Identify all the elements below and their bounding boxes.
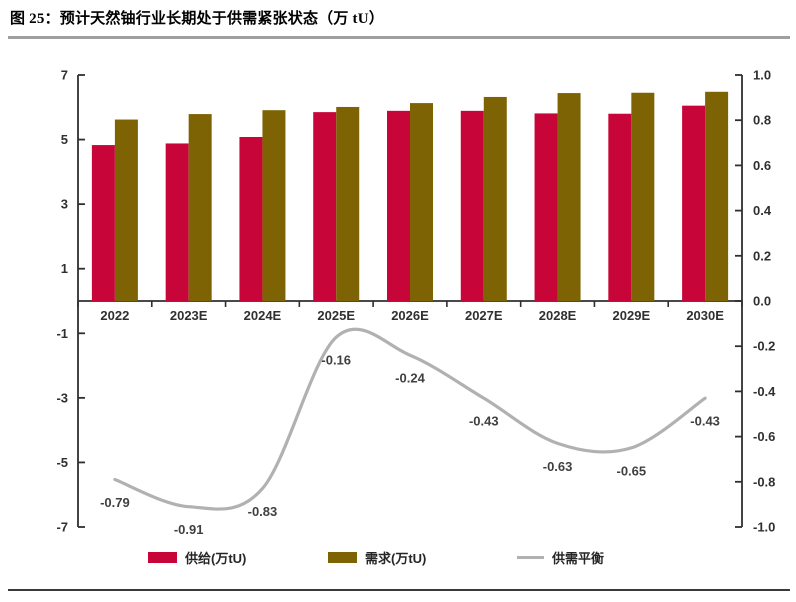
top-divider <box>8 36 790 39</box>
demand-bar-2026E <box>410 103 433 301</box>
chart-legend: 供给(万tU) 需求(万tU) 供需平衡 <box>0 548 796 568</box>
left-axis-tick-label: 1 <box>61 261 68 276</box>
left-axis-tick-label: -5 <box>56 455 68 470</box>
left-axis-tick-label: 3 <box>61 197 68 212</box>
supply-legend-label: 供给(万tU) <box>185 551 247 566</box>
legend-item-supply: 供给(万tU) <box>148 548 246 567</box>
left-axis-tick-label: 7 <box>61 68 68 83</box>
right-axis-tick-label: 0.4 <box>753 203 772 218</box>
balance-point-label: -0.43 <box>469 414 499 429</box>
right-axis-tick-label: 0.8 <box>753 113 771 128</box>
demand-bar-2025E <box>336 106 360 302</box>
demand-bar-2027E <box>483 96 507 301</box>
demand-bar-2024E <box>262 110 286 301</box>
demand-legend-swatch <box>328 552 357 563</box>
category-label: 2025E <box>317 308 355 323</box>
left-axis-tick-label: -3 <box>56 390 68 405</box>
supply-bar-2023E <box>165 143 189 301</box>
category-label: 2029E <box>613 308 651 323</box>
supply-bar-2022 <box>91 145 115 301</box>
category-label: 2030E <box>686 308 724 323</box>
right-axis-tick-label: 0.6 <box>753 158 771 173</box>
demand-bar-2029E <box>631 92 655 301</box>
supply-bar-2024E <box>239 136 263 301</box>
legend-item-balance: 供需平衡 <box>517 548 604 567</box>
balance-point-label: -0.83 <box>248 504 278 519</box>
category-label: 2028E <box>539 308 577 323</box>
balance-point-label: -0.16 <box>321 353 351 368</box>
right-axis-tick-label: -0.6 <box>753 429 775 444</box>
balance-legend-line-swatch <box>517 556 544 559</box>
bottom-divider <box>8 589 790 591</box>
balance-point-label: -0.24 <box>395 371 425 386</box>
right-axis-tick-label: 1.0 <box>753 68 771 83</box>
supply-bar-2026E <box>387 110 410 301</box>
demand-bar-2023E <box>188 114 212 301</box>
supply-bar-2027E <box>460 110 484 301</box>
supply-bar-2028E <box>534 113 558 301</box>
category-label: 2027E <box>465 308 503 323</box>
balance-line <box>113 327 707 511</box>
supply-bar-2029E <box>608 113 632 302</box>
supply-legend-swatch <box>148 552 177 563</box>
legend-item-demand: 需求(万tU) <box>328 548 426 567</box>
balance-point-label: -0.65 <box>617 463 647 478</box>
right-axis-tick-label: -0.4 <box>753 384 776 399</box>
balance-legend-label: 供需平衡 <box>552 551 605 566</box>
right-axis-tick-label: 0.2 <box>753 248 771 263</box>
balance-point-label: -0.43 <box>690 414 720 429</box>
demand-legend-label: 需求(万tU) <box>365 551 427 566</box>
balance-point-label: -0.63 <box>543 459 573 474</box>
balance-point-label: -0.79 <box>100 495 130 510</box>
left-axis-tick-label: -7 <box>56 520 68 535</box>
category-label: 2022 <box>100 308 129 323</box>
right-axis-tick-label: -0.2 <box>753 339 775 354</box>
demand-bar-2030E <box>705 91 729 301</box>
supply-demand-combo-chart: 7 5 3 1 -1 -3 -5 -7 1.0 0.8 0.6 0.4 0.2 0.0 -0.2 -0.4 -0… <box>56 68 776 538</box>
category-label: 2024E <box>244 308 282 323</box>
figure-caption: 图 25：预计天然铀行业长期处于供需紧张状态（万 tU） <box>10 11 384 27</box>
left-axis-tick-label: -1 <box>56 326 68 341</box>
supply-bar-2030E <box>682 105 706 301</box>
supply-bar-2025E <box>313 112 337 301</box>
left-axis-tick-label: 5 <box>61 132 68 147</box>
balance-point-label: -0.91 <box>174 522 204 537</box>
right-axis-tick-label: 0.0 <box>753 294 771 309</box>
category-label: 2023E <box>170 308 208 323</box>
category-label: 2026E <box>391 308 429 323</box>
demand-bar-2022 <box>114 119 138 301</box>
right-axis-tick-label: -1.0 <box>753 520 775 535</box>
right-axis-tick-label: -0.8 <box>753 474 775 489</box>
demand-bar-2028E <box>557 93 581 301</box>
